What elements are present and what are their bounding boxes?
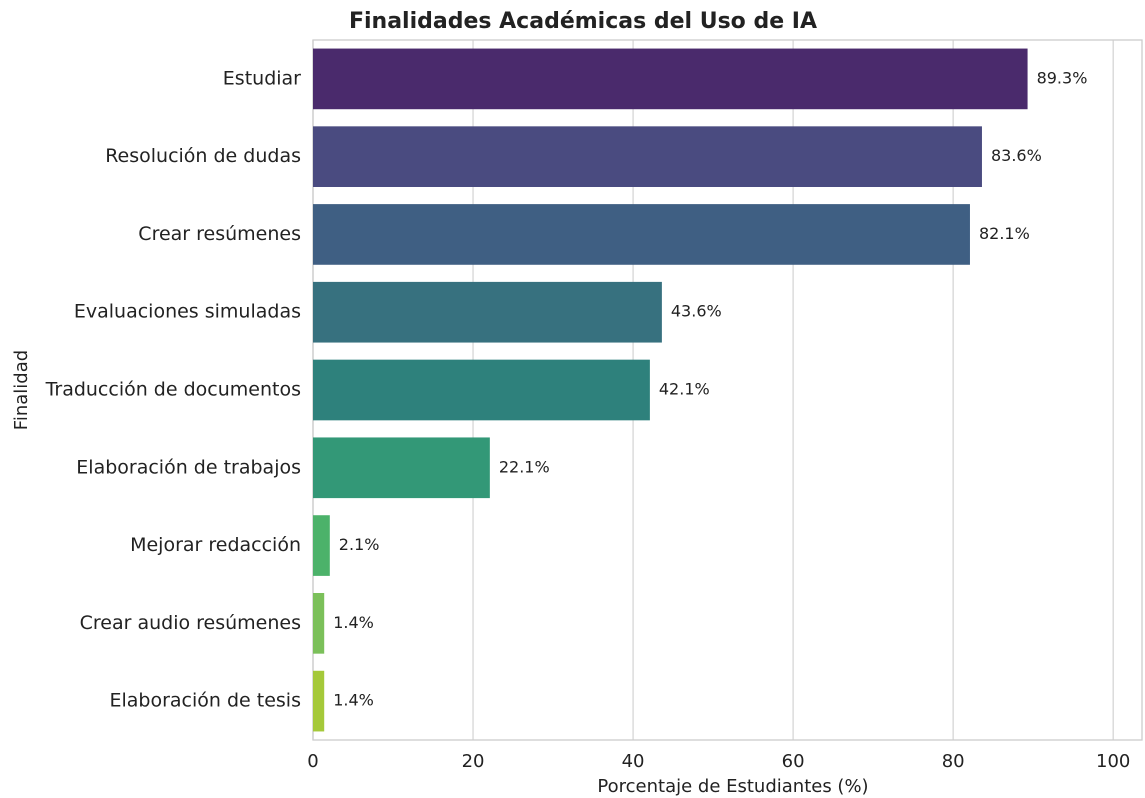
bar — [313, 593, 325, 654]
y-tick-label: Traducción de documentos — [45, 379, 301, 401]
bar — [313, 48, 1028, 110]
value-label: 22.1% — [499, 457, 550, 476]
bar — [313, 515, 330, 576]
y-tick-label: Estudiar — [223, 67, 301, 89]
x-tick-label: 0 — [307, 751, 318, 772]
x-tick-label: 100 — [1096, 751, 1130, 772]
x-tick-label: 20 — [462, 751, 485, 772]
bar — [313, 359, 650, 421]
y-tick-label: Mejorar redacción — [130, 534, 301, 556]
value-label: 1.4% — [333, 613, 374, 632]
value-label: 43.6% — [671, 302, 722, 321]
value-label: 83.6% — [991, 146, 1042, 165]
x-tick-label: 40 — [622, 751, 645, 772]
y-tick-label: Crear audio resúmenes — [80, 612, 301, 634]
x-tick-label: 60 — [782, 751, 805, 772]
value-label: 82.1% — [979, 224, 1030, 243]
x-tick-label: 80 — [942, 751, 965, 772]
y-axis-label: Finalidad — [11, 350, 32, 430]
bar — [313, 281, 662, 343]
y-tick-label: Resolución de dudas — [105, 145, 301, 167]
y-tick-label: Evaluaciones simuladas — [74, 301, 301, 323]
value-label: 2.1% — [339, 535, 380, 554]
bar — [313, 437, 490, 499]
value-label: 89.3% — [1037, 68, 1088, 87]
y-tick-label: Elaboración de tesis — [109, 690, 301, 712]
value-label: 42.1% — [659, 380, 710, 399]
bar — [313, 670, 325, 732]
y-tick-label: Elaboración de trabajos — [76, 456, 301, 478]
chart-title: Finalidades Académicas del Uso de IA — [349, 9, 817, 34]
bar — [313, 126, 982, 187]
x-axis-label: Porcentaje de Estudiantes (%) — [597, 776, 868, 797]
bar — [313, 204, 970, 265]
y-tick-label: Crear resúmenes — [138, 223, 301, 245]
value-label: 1.4% — [333, 691, 374, 710]
